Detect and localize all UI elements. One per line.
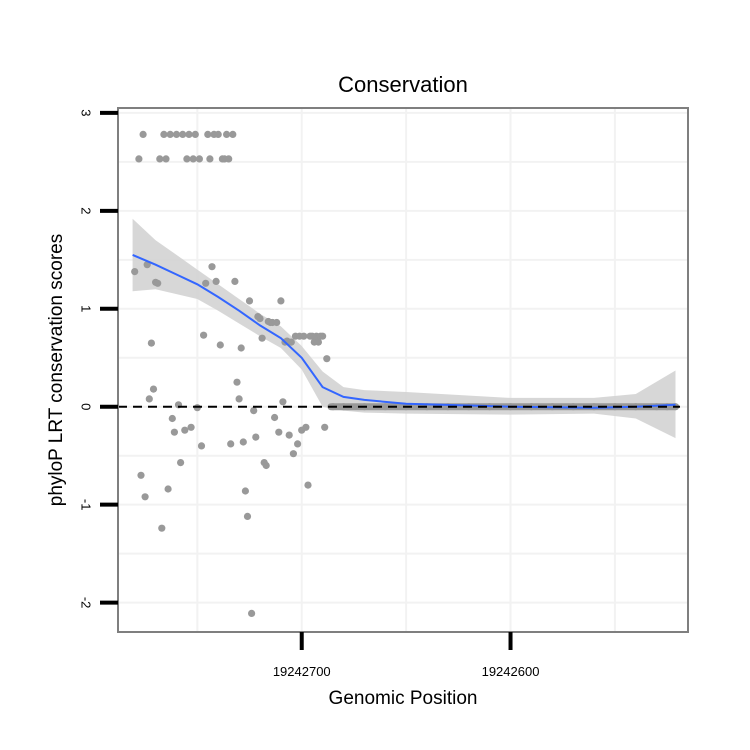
data-point-15 xyxy=(164,485,172,493)
data-point-39 xyxy=(214,130,222,138)
y-tick-label--2: -2 xyxy=(79,597,94,609)
data-point-73 xyxy=(285,431,293,439)
y-tick-label-0: 0 xyxy=(79,403,94,410)
data-point-24 xyxy=(183,155,191,163)
y-tick-label-1: 1 xyxy=(79,305,94,312)
data-point-14 xyxy=(162,155,170,163)
data-point-33 xyxy=(202,279,210,287)
data-point-59 xyxy=(256,315,264,323)
data-point-7 xyxy=(147,339,155,347)
confidence-band-area xyxy=(132,218,676,439)
data-point-0 xyxy=(131,268,139,276)
data-point-52 xyxy=(241,487,249,495)
data-point-74 xyxy=(287,338,295,346)
smooth-line xyxy=(132,253,676,409)
smooth-line-path xyxy=(132,253,676,409)
data-point-10 xyxy=(154,279,162,287)
data-point-16 xyxy=(166,130,174,138)
data-point-36 xyxy=(208,263,216,271)
data-point-57 xyxy=(252,433,260,441)
data-point-89 xyxy=(319,332,327,340)
data-point-46 xyxy=(229,130,237,138)
data-points xyxy=(131,130,680,618)
data-point-44 xyxy=(225,155,233,163)
data-point-4 xyxy=(141,493,149,501)
y-axis-label: phyloP LRT conservation scores xyxy=(46,234,67,507)
data-point-49 xyxy=(235,395,243,403)
panel-border xyxy=(117,107,689,633)
data-point-56 xyxy=(250,407,258,415)
data-point-18 xyxy=(170,428,178,436)
data-point-77 xyxy=(294,440,302,448)
data-point-82 xyxy=(304,481,312,489)
data-point-13 xyxy=(160,130,168,138)
data-point-47 xyxy=(231,277,239,285)
y-tick-label-3: 3 xyxy=(79,109,94,116)
x-axis-label: Genomic Position xyxy=(329,688,478,709)
data-point-3 xyxy=(139,130,147,138)
data-point-69 xyxy=(277,297,285,305)
data-point-40 xyxy=(216,341,224,349)
data-point-75 xyxy=(289,450,297,458)
data-point-87 xyxy=(314,338,322,346)
data-point-17 xyxy=(168,414,176,423)
chart-title: Conservation xyxy=(338,72,468,97)
y-tick-label-2: 2 xyxy=(79,207,94,214)
x-tick-label-1: 19242600 xyxy=(482,664,540,679)
data-point-31 xyxy=(197,442,206,450)
data-point-38 xyxy=(212,277,220,285)
data-point-11 xyxy=(156,155,164,163)
data-point-70 xyxy=(279,398,287,406)
data-point-48 xyxy=(233,378,241,386)
data-point-30 xyxy=(195,155,203,163)
data-point-53 xyxy=(243,512,252,521)
data-point-25 xyxy=(185,130,193,138)
data-point-50 xyxy=(237,344,245,352)
confidence-band xyxy=(132,218,676,439)
data-point-43 xyxy=(223,130,231,138)
data-point-21 xyxy=(177,459,185,467)
data-point-19 xyxy=(172,130,181,138)
grid-lines xyxy=(118,108,688,632)
data-point-27 xyxy=(189,155,197,163)
data-point-34 xyxy=(204,130,212,138)
data-point-45 xyxy=(227,440,235,448)
data-point-81 xyxy=(302,423,310,431)
data-point-32 xyxy=(200,331,208,339)
data-point-8 xyxy=(149,385,158,393)
y-axis: -2 -1 0 1 2 3 xyxy=(79,109,118,609)
data-point-22 xyxy=(179,130,187,138)
x-axis: 19242700 19242600 xyxy=(273,632,540,679)
data-point-1 xyxy=(135,155,143,163)
data-point-62 xyxy=(262,461,270,470)
data-point-54 xyxy=(245,297,254,305)
data-point-35 xyxy=(206,155,214,163)
data-point-28 xyxy=(191,130,199,138)
data-point-26 xyxy=(187,423,195,431)
data-point-51 xyxy=(239,438,247,446)
data-point-91 xyxy=(323,355,331,363)
data-point-80 xyxy=(300,332,308,340)
data-point-90 xyxy=(321,423,329,431)
data-point-6 xyxy=(145,395,153,403)
data-point-68 xyxy=(275,428,283,436)
data-point-2 xyxy=(137,471,145,479)
data-point-67 xyxy=(273,318,281,327)
x-tick-label-0: 19242700 xyxy=(273,664,331,679)
data-point-23 xyxy=(181,426,189,434)
data-point-66 xyxy=(271,413,279,422)
data-point-60 xyxy=(258,334,266,342)
data-point-55 xyxy=(248,609,256,618)
y-tick-label--1: -1 xyxy=(79,499,94,511)
data-point-12 xyxy=(158,524,166,532)
